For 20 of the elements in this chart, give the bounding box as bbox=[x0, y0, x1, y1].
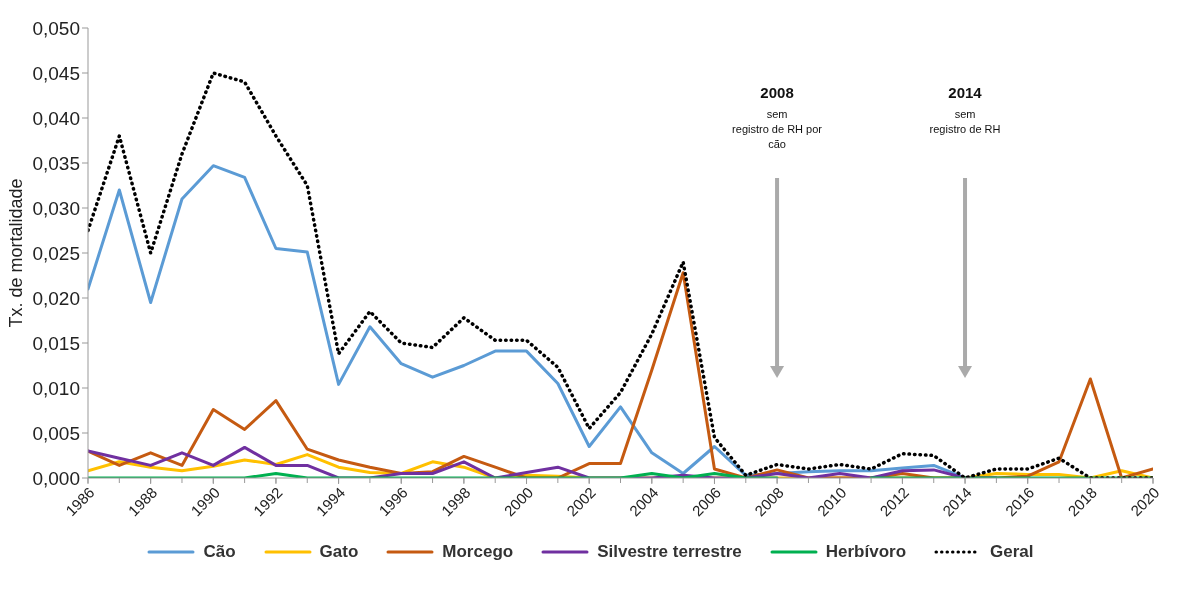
legend-label: Morcego bbox=[442, 542, 514, 562]
legend-label: Silvestre terrestre bbox=[597, 542, 742, 562]
legend-label: Geral bbox=[990, 542, 1034, 562]
annotation: 2014 sem registro de RH bbox=[929, 84, 1001, 135]
annotation: 2008 sem registro de RH por cão bbox=[732, 84, 823, 150]
y-tick-label: 0,020 bbox=[32, 287, 80, 309]
y-tick-label: 0,050 bbox=[32, 17, 80, 39]
y-tick-label: 0,015 bbox=[32, 332, 80, 354]
legend-label: Cão bbox=[203, 542, 236, 562]
y-axis-title: Tx. de mortalidade bbox=[6, 178, 27, 328]
y-tick-label: 0,005 bbox=[32, 422, 80, 444]
y-tick-label: 0,045 bbox=[32, 62, 80, 84]
y-tick-label: 0,030 bbox=[32, 197, 80, 219]
legend-label: Gato bbox=[319, 542, 359, 562]
y-tick-label: 0,000 bbox=[32, 467, 80, 489]
legend-label: Herbívoro bbox=[825, 542, 907, 562]
y-tick-label: 0,040 bbox=[32, 107, 80, 129]
y-tick-label: 0,035 bbox=[32, 152, 80, 174]
y-tick-label: 0,025 bbox=[32, 242, 80, 264]
y-tick-label: 0,010 bbox=[32, 377, 80, 399]
